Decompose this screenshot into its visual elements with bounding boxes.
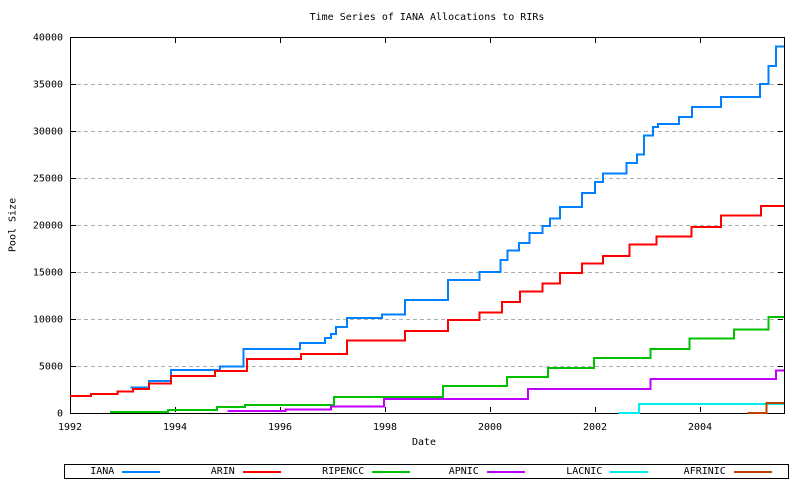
legend-item-arin: ARIN — [186, 465, 307, 478]
x-tick-label: 1992 — [58, 422, 82, 433]
x-tick-label: 1998 — [373, 422, 397, 433]
legend-item-ripencc: RIPENCC — [306, 465, 427, 478]
x-tick-label: 2002 — [583, 422, 607, 433]
y-tick-label: 35000 — [33, 80, 63, 91]
x-tick-label: 1996 — [268, 422, 292, 433]
legend-label: AFRINIC — [683, 466, 726, 477]
legend-line-sample — [610, 470, 649, 473]
series-line-apnic — [227, 369, 784, 413]
legend-item-iana: IANA — [65, 465, 186, 478]
y-tick-label: 40000 — [33, 33, 63, 44]
legend-line-sample — [733, 470, 772, 473]
y-tick-label: 5000 — [39, 362, 63, 373]
x-tick-label: 2004 — [688, 422, 712, 433]
x-tick-label: 2000 — [478, 422, 502, 433]
legend-line-sample — [372, 470, 411, 473]
plot-border — [70, 37, 785, 414]
chart-title: Time Series of IANA Allocations to RIRs — [309, 12, 545, 23]
y-tick-label: 10000 — [33, 315, 63, 326]
series-line-arin — [70, 205, 784, 398]
series-line-lacnic — [618, 403, 784, 414]
legend-item-apnic: APNIC — [427, 465, 548, 478]
legend-line-sample — [242, 470, 281, 473]
x-tick-label: 1994 — [163, 422, 187, 433]
legend-label: IANA — [90, 466, 115, 477]
legend-label: APNIC — [448, 466, 479, 477]
series-line-ripencc — [109, 316, 784, 413]
legend-item-afrinic: AFRINIC — [668, 465, 789, 478]
x-axis-label: Date — [411, 437, 437, 448]
y-tick-label: 20000 — [33, 221, 63, 232]
y-tick-label: 25000 — [33, 174, 63, 185]
y-tick-label: 15000 — [33, 268, 63, 279]
series-line-iana — [130, 45, 784, 389]
series-line-afrinic — [747, 402, 784, 414]
legend-line-sample — [122, 470, 161, 473]
legend-label: LACNIC — [566, 466, 603, 477]
legend-line-sample — [486, 470, 525, 473]
y-tick-label: 30000 — [33, 127, 63, 138]
y-tick-label: 0 — [57, 409, 63, 420]
legend: IANA ARIN RIPENCC APNIC LACNIC AFRINIC — [64, 464, 789, 479]
legend-item-lacnic: LACNIC — [547, 465, 668, 478]
legend-label: ARIN — [210, 466, 235, 477]
legend-label: RIPENCC — [322, 466, 365, 477]
